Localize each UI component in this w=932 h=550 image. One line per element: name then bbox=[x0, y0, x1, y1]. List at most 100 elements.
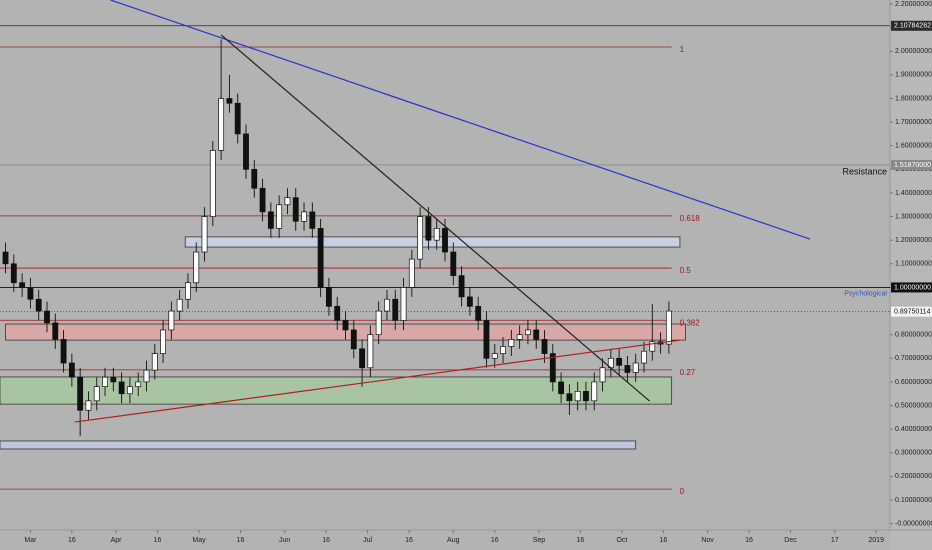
candle-body bbox=[35, 298, 42, 312]
y-tick-label: 0.20000000 bbox=[895, 473, 932, 480]
candle-body bbox=[458, 275, 465, 298]
candle-body bbox=[433, 228, 440, 241]
candle-body bbox=[483, 320, 490, 359]
candle-body bbox=[276, 204, 283, 229]
candle-body bbox=[267, 211, 274, 229]
price-label-box bbox=[891, 20, 932, 31]
y-tick-label: 1.80000000 bbox=[895, 95, 932, 102]
trend-line bbox=[74, 339, 681, 423]
candle-body bbox=[649, 341, 656, 352]
x-tick-label: Jul bbox=[363, 537, 372, 544]
y-tick-label: 2.20000000 bbox=[895, 1, 932, 8]
candle-body bbox=[201, 216, 208, 253]
x-tick-label: 16 bbox=[68, 537, 76, 544]
candle-body bbox=[85, 400, 92, 411]
candle-body bbox=[126, 386, 133, 395]
candle-body bbox=[102, 376, 108, 387]
candle-body bbox=[52, 322, 59, 340]
candle-body bbox=[375, 310, 382, 336]
candle-body bbox=[574, 391, 581, 402]
x-tick-label: 16 bbox=[745, 537, 753, 544]
candle-body bbox=[292, 197, 299, 222]
x-tick-label: Dec bbox=[784, 537, 797, 544]
y-tick-label: 1.10000000 bbox=[895, 261, 932, 268]
candle-body bbox=[466, 296, 473, 307]
candle-body bbox=[558, 381, 565, 395]
candle-body bbox=[243, 133, 249, 170]
y-tick-label: 1.20000000 bbox=[895, 237, 932, 244]
x-tick-label: 16 bbox=[154, 537, 162, 544]
y-tick-label: 1.90000000 bbox=[895, 72, 932, 79]
x-tick-label: Apr bbox=[111, 537, 123, 544]
x-tick-label: 16 bbox=[405, 537, 413, 544]
candle-body bbox=[533, 329, 540, 340]
y-tick-label: 0.70000000 bbox=[895, 355, 932, 362]
price-label: 0.89750114 bbox=[894, 308, 931, 315]
fib-label: 0.5 bbox=[680, 266, 692, 275]
candle-body bbox=[350, 329, 357, 350]
fib-label: 0 bbox=[680, 487, 685, 496]
candle-body bbox=[417, 216, 424, 260]
candle-body bbox=[301, 211, 307, 222]
candle-body bbox=[367, 334, 374, 369]
y-tick-label: 0.80000000 bbox=[895, 332, 932, 339]
candle-body bbox=[616, 357, 623, 366]
y-tick-label: -0.00000000 bbox=[895, 520, 932, 527]
price-note: Psychological bbox=[844, 290, 887, 297]
candle-body bbox=[500, 346, 506, 354]
y-tick-label: 1.70000000 bbox=[895, 119, 932, 126]
x-tick-label: 2019 bbox=[868, 537, 884, 544]
y-tick-label: 1.60000000 bbox=[895, 143, 932, 150]
candle-body bbox=[2, 251, 9, 265]
candle-body bbox=[160, 329, 166, 354]
candle-body bbox=[450, 251, 457, 276]
y-tick-label: 0.10000000 bbox=[895, 497, 932, 504]
candle-body bbox=[309, 211, 316, 229]
candle-body bbox=[10, 263, 17, 284]
y-tick-label: 0.40000000 bbox=[895, 426, 932, 433]
zone bbox=[0, 440, 637, 450]
candle-body bbox=[425, 216, 432, 241]
candle-body bbox=[19, 282, 26, 288]
candle-body bbox=[185, 282, 191, 300]
candle-body bbox=[325, 287, 332, 307]
x-tick-label: Oct bbox=[616, 537, 627, 544]
x-tick-label: May bbox=[192, 537, 206, 544]
candle-body bbox=[549, 353, 556, 383]
x-tick-label: Mar bbox=[24, 537, 37, 544]
price-label: 1.00000000 bbox=[894, 284, 931, 291]
candle-body bbox=[168, 310, 175, 331]
x-tick-label: Sep bbox=[533, 537, 546, 544]
candle-body bbox=[68, 362, 75, 378]
candle-body bbox=[60, 339, 67, 364]
price-label-box bbox=[891, 306, 932, 317]
candle-body bbox=[524, 329, 531, 336]
candle-body bbox=[641, 350, 647, 364]
candle-body bbox=[384, 298, 390, 312]
x-tick-label: Jun bbox=[279, 537, 290, 544]
candle-body bbox=[135, 381, 142, 387]
fib-label: 0.618 bbox=[680, 214, 701, 223]
candle-body bbox=[508, 339, 515, 347]
fib-label: 0.382 bbox=[680, 318, 701, 327]
candle-body bbox=[234, 102, 241, 135]
x-tick-label: Nov bbox=[701, 537, 714, 544]
x-tick-label: 16 bbox=[322, 537, 330, 544]
fib-label: 0.27 bbox=[680, 368, 696, 377]
candle-body bbox=[143, 369, 150, 383]
fib-label: 1 bbox=[680, 45, 685, 54]
zone bbox=[184, 236, 681, 248]
candle-body bbox=[334, 305, 341, 321]
trend-line bbox=[220, 34, 650, 402]
x-tick-label: 16 bbox=[491, 537, 499, 544]
x-tick-label: 16 bbox=[659, 537, 667, 544]
candle-body bbox=[176, 298, 183, 312]
price-label-box bbox=[891, 159, 932, 170]
y-tick-label: 0.60000000 bbox=[895, 379, 932, 386]
candle-body bbox=[359, 348, 366, 369]
price-axis bbox=[890, 0, 932, 550]
y-tick-label: 1.40000000 bbox=[895, 190, 932, 197]
candle-body bbox=[632, 362, 639, 373]
candle-body bbox=[209, 150, 216, 217]
